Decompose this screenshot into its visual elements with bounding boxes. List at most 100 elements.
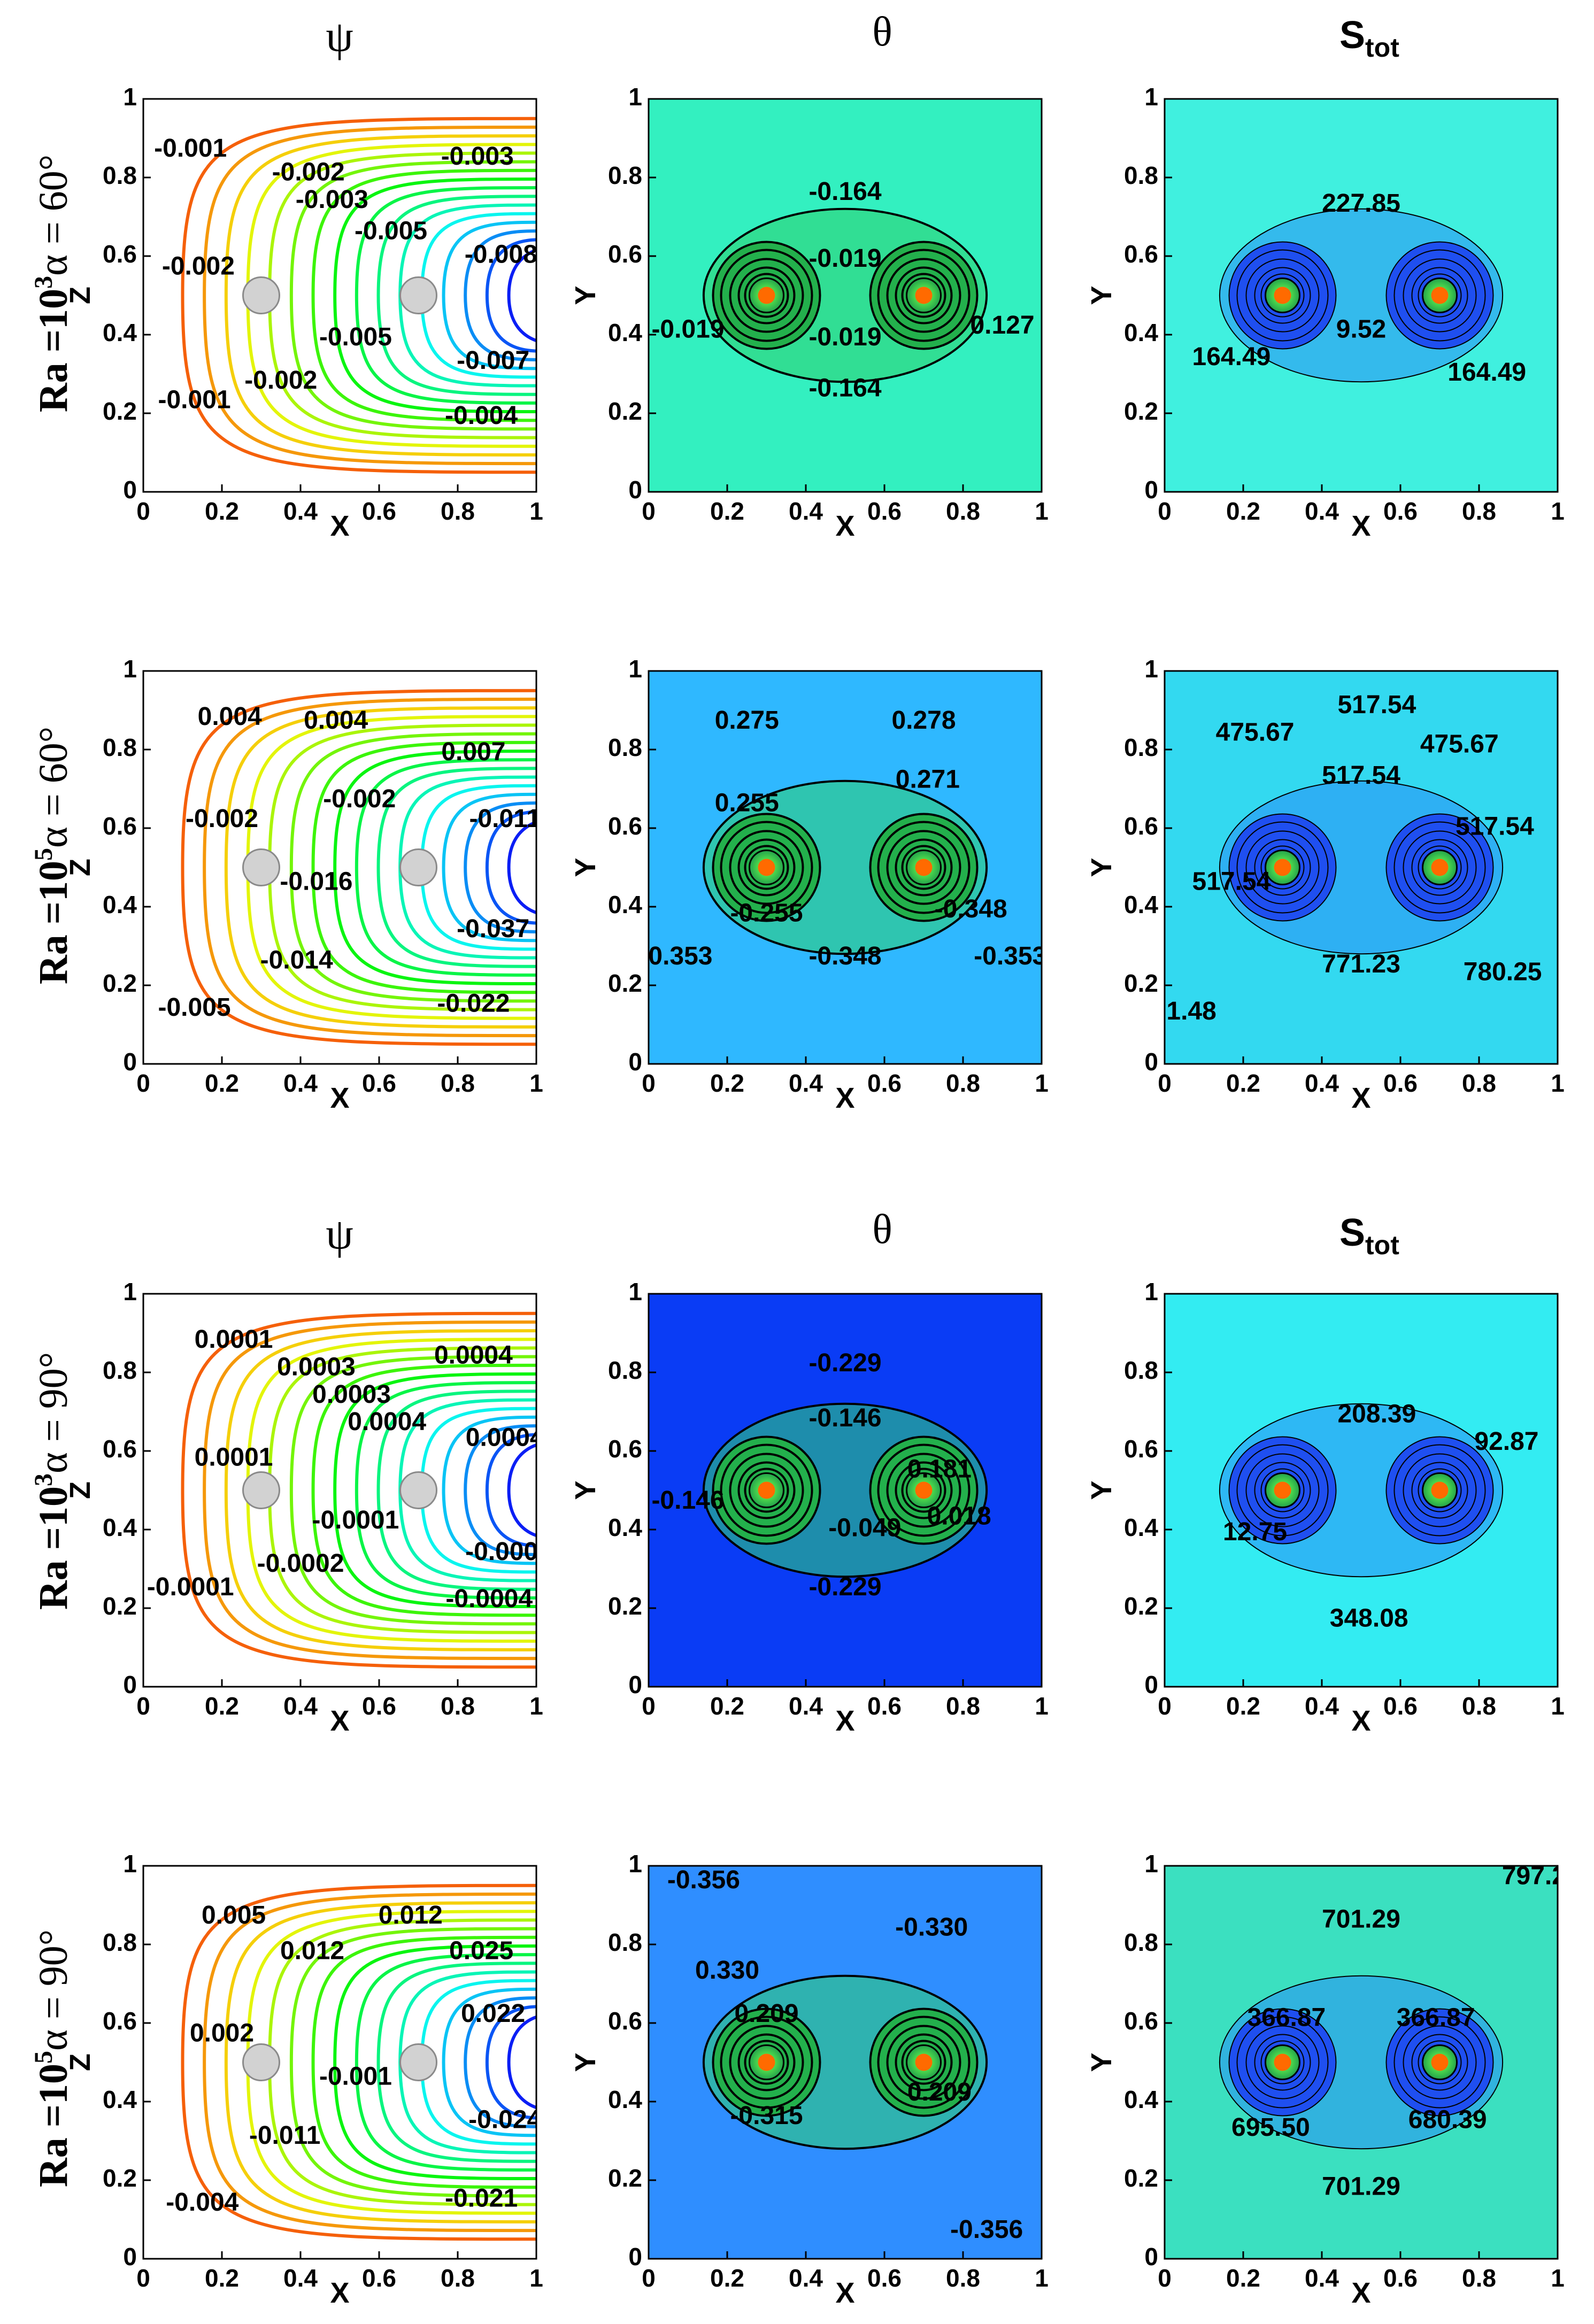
streamline-contour bbox=[485, 810, 536, 925]
x-tick-label: 0.4 bbox=[1305, 497, 1339, 525]
contour-line bbox=[1393, 2016, 1486, 2109]
streamline-contour bbox=[442, 1415, 536, 1565]
contour-label: 0.209 bbox=[734, 1999, 798, 2028]
contour-label: 0.275 bbox=[715, 706, 779, 735]
x-tick-label: 0.8 bbox=[946, 1692, 980, 1720]
contour-label: -0.255 bbox=[730, 899, 803, 927]
contour-line bbox=[886, 258, 961, 333]
streamline-contour bbox=[464, 229, 536, 361]
hot-spot-center bbox=[915, 2053, 933, 2071]
y-tick-label: 0.6 bbox=[608, 2007, 642, 2035]
y-tick-label: 0.2 bbox=[103, 969, 137, 997]
x-tick-label: 0 bbox=[642, 1069, 656, 1097]
x-tick-label: 0 bbox=[642, 497, 656, 525]
streamline-contour bbox=[203, 697, 536, 1038]
y-tick-label: 0 bbox=[123, 476, 137, 504]
y-tick-label: 1 bbox=[1144, 83, 1158, 111]
contour-line bbox=[737, 1461, 796, 1519]
row-label-2-prefix: Ra =10 bbox=[31, 861, 76, 984]
panel-frame bbox=[648, 1293, 1043, 1688]
y-tick-label: 0.4 bbox=[103, 319, 137, 346]
x-tick-label: 0 bbox=[1158, 1692, 1172, 1720]
contour-line bbox=[877, 2016, 971, 2109]
y-tick-label: 0.8 bbox=[608, 1356, 642, 1384]
contour-label: -0.002 bbox=[186, 805, 258, 833]
contour-label: -0.001 bbox=[319, 2063, 392, 2091]
contour-line bbox=[1393, 249, 1486, 342]
y-tick-label: 0.4 bbox=[608, 2086, 642, 2113]
header-stot-main: S bbox=[1339, 14, 1365, 57]
header-stot-sub-2: tot bbox=[1365, 1230, 1399, 1260]
x-axis-label: X bbox=[1351, 2277, 1370, 2309]
x-tick-label: 0.4 bbox=[1305, 1692, 1339, 1720]
contour-label: 0.255 bbox=[715, 789, 779, 817]
contour-label: 0.0004 bbox=[434, 1341, 513, 1369]
y-axis-label: Y bbox=[1085, 1480, 1118, 1500]
contour-label: -0.0001 bbox=[147, 1573, 234, 1601]
streamline-contour bbox=[289, 732, 536, 1003]
y-tick-label: 0 bbox=[1144, 1048, 1158, 1076]
hot-spot-center bbox=[1431, 1481, 1449, 1499]
y-tick-label: 0.4 bbox=[103, 1514, 137, 1541]
panel-theta-row4: -0.356 -0.330 0.330 0.209 0.209 -0.315 -0.356 0… bbox=[569, 1850, 1049, 2309]
streamline-contour bbox=[333, 1372, 536, 1609]
x-tick-label: 1 bbox=[529, 2264, 543, 2292]
y-axis-label: Y bbox=[569, 2052, 602, 2072]
panel-plot-area: 208.39 92.87 12.75 348.08 bbox=[1165, 1294, 1558, 1687]
x-tick-label: 0.2 bbox=[1226, 1692, 1260, 1720]
contour-label: -0.001 bbox=[158, 386, 230, 414]
x-tick-label: 0.6 bbox=[362, 1069, 396, 1097]
y-tick-label: 0.6 bbox=[1124, 240, 1158, 268]
cylinder bbox=[242, 276, 280, 314]
x-tick-label: 0.8 bbox=[946, 1069, 980, 1097]
x-tick-label: 0.6 bbox=[867, 1069, 902, 1097]
contour-label: -0.348 bbox=[935, 895, 1007, 923]
streamline-contour bbox=[485, 238, 536, 353]
streamline-contour bbox=[203, 125, 536, 466]
x-tick-label: 0.2 bbox=[710, 2264, 744, 2292]
contour-line bbox=[1245, 2025, 1320, 2099]
panel-plot-area: 797.2 701.29 366.87 366.87 695.50 680.39 701.2… bbox=[1165, 1866, 1558, 2259]
streamline-contour bbox=[355, 758, 536, 977]
contour-line bbox=[886, 2025, 961, 2100]
contour-label: 0.271 bbox=[896, 765, 960, 793]
row-label-4: Ra =105α = 90° bbox=[29, 1929, 76, 2187]
y-tick-label: 0.2 bbox=[608, 969, 642, 997]
y-tick-label: 0.2 bbox=[103, 2164, 137, 2192]
y-tick-label: 0.8 bbox=[608, 734, 642, 761]
contour-line bbox=[1260, 1468, 1305, 1512]
contour-label: -0.146 bbox=[808, 1404, 881, 1432]
panel-frame bbox=[648, 98, 1043, 493]
x-tick-label: 0.2 bbox=[205, 1692, 239, 1720]
y-tick-label: 0.4 bbox=[1124, 891, 1158, 918]
y-tick-label: 0.4 bbox=[608, 319, 642, 346]
contour-label: -0.005 bbox=[355, 217, 427, 245]
contour-label: -0.007 bbox=[457, 346, 529, 375]
contour-line bbox=[1236, 2016, 1329, 2109]
contour-line bbox=[1260, 273, 1305, 318]
x-tick-label: 0.8 bbox=[946, 497, 980, 525]
contour-label: -0.005 bbox=[319, 323, 392, 351]
contour-line bbox=[1260, 2040, 1305, 2084]
y-axis-label: Y bbox=[1085, 858, 1118, 877]
y-tick-label: 0.6 bbox=[1124, 1435, 1158, 1463]
x-tick-label: 0.4 bbox=[1305, 2264, 1339, 2292]
x-tick-label: 1 bbox=[1035, 497, 1049, 525]
x-tick-label: 0.6 bbox=[1383, 1069, 1418, 1097]
contour-label: 0.0001 bbox=[195, 1443, 273, 1471]
streamline-contour bbox=[181, 117, 536, 474]
x-tick-label: 0 bbox=[136, 2264, 150, 2292]
row-label-1: Ra =103α = 60° bbox=[29, 155, 76, 412]
contour-label: 0.012 bbox=[280, 1936, 344, 1965]
y-tick-label: 0.6 bbox=[103, 2007, 137, 2035]
contour-line bbox=[720, 1443, 813, 1537]
y-tick-label: 0.8 bbox=[1124, 161, 1158, 189]
x-tick-label: 0 bbox=[1158, 2264, 1172, 2292]
x-tick-label: 0.4 bbox=[1305, 1069, 1339, 1097]
y-tick-label: 0.8 bbox=[103, 1356, 137, 1384]
row-label-3-exp: 3 bbox=[29, 1473, 58, 1486]
contour-label: 780.25 bbox=[1464, 958, 1542, 986]
x-tick-label: 1 bbox=[1551, 1692, 1565, 1720]
y-tick-label: 0.6 bbox=[103, 1435, 137, 1463]
